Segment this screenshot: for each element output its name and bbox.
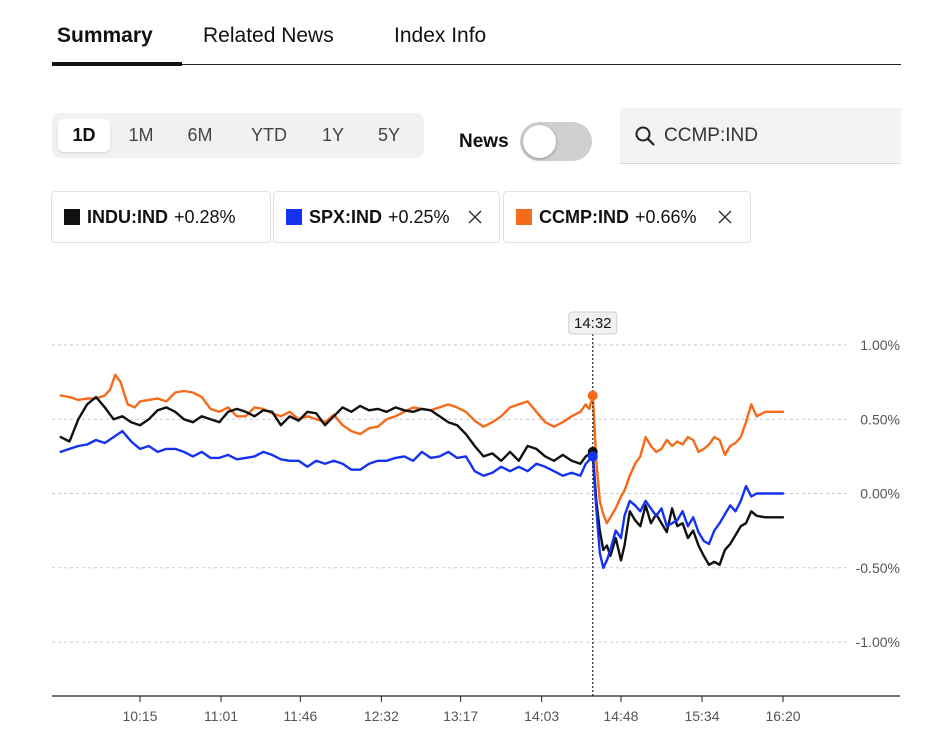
legend-change: +0.28% bbox=[174, 207, 236, 227]
x-tick-label: 14:03 bbox=[524, 708, 559, 724]
range-1y-button[interactable]: 1Y bbox=[321, 125, 345, 145]
legend-swatch-spx bbox=[286, 209, 302, 225]
crosshair-time-label: 14:32 bbox=[574, 315, 612, 332]
x-tick-label: 15:34 bbox=[684, 708, 719, 724]
x-tick-label: 14:48 bbox=[603, 708, 638, 724]
symbol-search[interactable] bbox=[620, 108, 901, 164]
range-6m-button[interactable]: 6M bbox=[187, 125, 213, 145]
x-tick-label: 11:46 bbox=[283, 708, 317, 724]
crosshair-time-badge bbox=[568, 311, 618, 335]
remove-ccmp-close-icon[interactable] bbox=[715, 207, 735, 227]
tab-bar: Summary Related News Index Info bbox=[52, 0, 901, 66]
legend-swatch-ccmp bbox=[516, 209, 532, 225]
legend-chip-spx: SPX:IND +0.25% bbox=[273, 191, 500, 243]
range-1d-button[interactable]: 1D bbox=[58, 119, 110, 152]
crosshair-point-ccmp bbox=[587, 390, 598, 401]
legend-chip-ccmp: CCMP:IND +0.66% bbox=[503, 191, 751, 243]
tab-index-info[interactable]: Index Info bbox=[394, 24, 487, 47]
tab-related-news[interactable]: Related News bbox=[203, 24, 334, 47]
legend-chip-text: CCMP:IND +0.66% bbox=[539, 192, 697, 242]
legend-change: +0.66% bbox=[635, 207, 697, 227]
search-icon bbox=[635, 126, 655, 146]
news-toggle-label: News bbox=[459, 131, 509, 152]
active-tab-indicator bbox=[52, 62, 182, 66]
x-tick-label: 16:20 bbox=[766, 708, 801, 724]
legend-chip-text: SPX:IND +0.25% bbox=[309, 192, 450, 242]
search-input[interactable] bbox=[664, 108, 884, 163]
x-tick-label: 11:01 bbox=[204, 708, 238, 724]
x-tick-label: 13:17 bbox=[443, 708, 478, 724]
series-line-indu bbox=[59, 395, 785, 566]
legend-symbol: CCMP:IND bbox=[539, 207, 629, 227]
crosshair-point-spx bbox=[587, 451, 598, 462]
legend-swatch-indu bbox=[64, 209, 80, 225]
x-tick-label: 12:32 bbox=[364, 708, 399, 724]
legend-change: +0.25% bbox=[388, 207, 450, 227]
y-tick-label: -1.00% bbox=[856, 634, 900, 650]
tab-summary[interactable]: Summary bbox=[57, 24, 153, 47]
range-5y-button[interactable]: 5Y bbox=[377, 125, 401, 145]
series-line-ccmp bbox=[59, 373, 785, 525]
news-toggle[interactable] bbox=[520, 122, 592, 161]
legend-symbol: SPX:IND bbox=[309, 207, 383, 227]
range-ytd-button[interactable]: YTD bbox=[251, 125, 287, 145]
range-1m-button[interactable]: 1M bbox=[128, 125, 154, 145]
toggle-knob[interactable] bbox=[523, 125, 556, 158]
legend-symbol: INDU:IND bbox=[87, 207, 168, 227]
remove-spx-close-icon[interactable] bbox=[465, 207, 485, 227]
time-range-selector: 1D 1M 6M YTD 1Y 5Y bbox=[52, 113, 424, 158]
legend-chip-text: INDU:IND +0.28% bbox=[87, 192, 236, 242]
series-line-spx bbox=[59, 429, 785, 569]
y-tick-label: 0.50% bbox=[860, 411, 900, 427]
y-tick-label: 1.00% bbox=[860, 337, 900, 353]
x-tick-label: 10:15 bbox=[122, 708, 157, 724]
legend-chip-indu: INDU:IND +0.28% bbox=[51, 191, 271, 243]
y-tick-label: -0.50% bbox=[856, 560, 900, 576]
y-tick-label: 0.00% bbox=[860, 486, 900, 502]
